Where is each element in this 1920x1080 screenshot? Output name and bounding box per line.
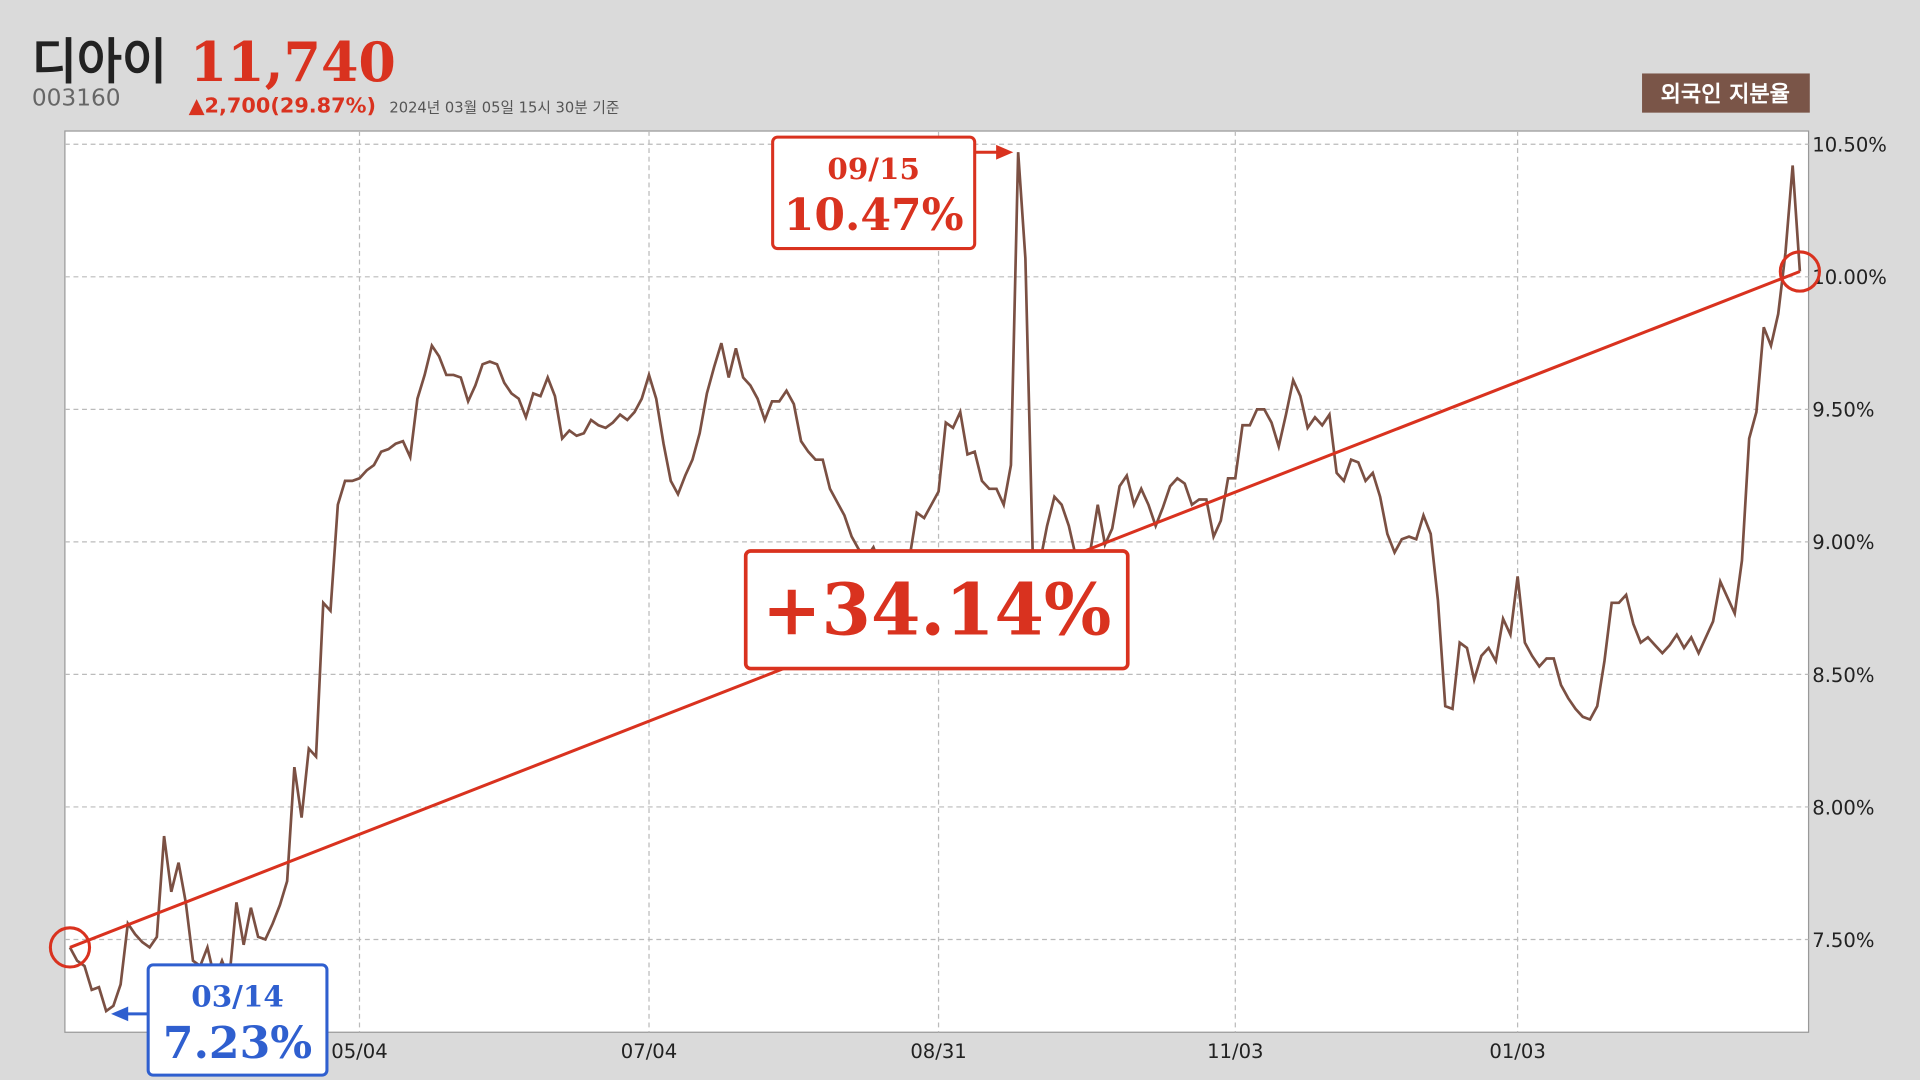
y-tick-label: 8.50% (1812, 664, 1874, 687)
legend-badge (1642, 73, 1810, 113)
x-tick-label: 01/03 (1489, 1040, 1545, 1063)
annotation-date: 09/15 (827, 151, 920, 186)
price: 11,740 (190, 30, 396, 94)
change-box (743, 549, 1130, 671)
arrow-head (111, 1006, 129, 1022)
x-tick-label: 07/04 (621, 1040, 677, 1063)
y-tick-label: 9.50% (1812, 399, 1874, 422)
x-tick-label: 11/03 (1207, 1040, 1263, 1063)
annotation-value: 7.23% (163, 1018, 312, 1069)
stock-name: 디아이 (32, 33, 167, 90)
annotation-date: 03/14 (191, 979, 284, 1014)
stock-code: 003160 (32, 84, 121, 111)
endpoint-circle (1778, 250, 1822, 293)
data-line (68, 152, 1802, 1014)
annotation-box (771, 135, 977, 251)
legend-label: 외국인 지분율 (1661, 83, 1790, 108)
y-tick-label: 10.00% (1812, 266, 1887, 289)
x-tick-label: 05/04 (331, 1040, 387, 1063)
annotation-box (146, 963, 329, 1077)
y-tick-label: 10.50% (1812, 134, 1887, 157)
change-label: +34.14% (762, 567, 1111, 651)
price-change: ▲2,700(29.87%) (189, 94, 376, 118)
y-tick-label: 7.50% (1812, 929, 1874, 952)
y-tick-label: 8.00% (1812, 796, 1874, 819)
arrow-head (996, 144, 1014, 160)
endpoint-circle (48, 926, 92, 969)
x-tick-label: 08/31 (910, 1040, 966, 1063)
timestamp: 2024년 03월 05일 15시 30분 기준 (389, 100, 619, 117)
annotation-value: 10.47% (784, 190, 964, 241)
y-tick-label: 9.00% (1812, 531, 1874, 554)
